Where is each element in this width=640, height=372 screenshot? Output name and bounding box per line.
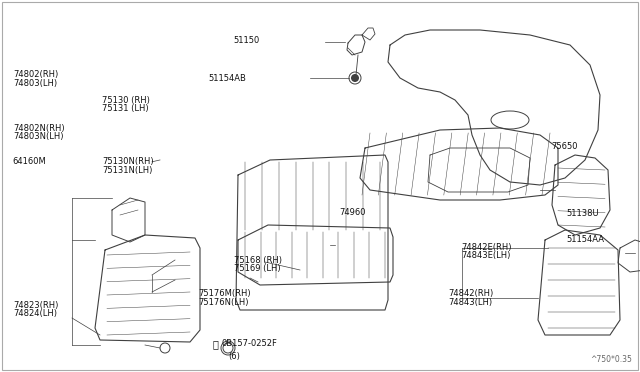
Text: (6): (6) (228, 352, 240, 360)
Text: 64160M: 64160M (13, 157, 47, 166)
Text: Ⓢ: Ⓢ (213, 339, 219, 349)
Text: 74803(LH): 74803(LH) (13, 79, 57, 88)
Text: 74843E(LH): 74843E(LH) (461, 251, 510, 260)
Text: 74843(LH): 74843(LH) (448, 298, 492, 307)
Text: ^750*0.35: ^750*0.35 (590, 355, 632, 364)
Text: 75169 (LH): 75169 (LH) (234, 264, 280, 273)
Text: 51150: 51150 (233, 36, 259, 45)
Text: 74824(LH): 74824(LH) (13, 309, 57, 318)
Text: 51138U: 51138U (566, 209, 599, 218)
Text: 75168 (RH): 75168 (RH) (234, 256, 282, 265)
Text: 75131 (LH): 75131 (LH) (102, 105, 149, 113)
Text: 75131N(LH): 75131N(LH) (102, 166, 153, 175)
Text: 74802(RH): 74802(RH) (13, 70, 58, 79)
Text: 74802N(RH): 74802N(RH) (13, 124, 65, 133)
Text: 51154AB: 51154AB (209, 74, 246, 83)
Text: 74842E(RH): 74842E(RH) (461, 243, 511, 252)
Text: 75130 (RH): 75130 (RH) (102, 96, 150, 105)
Circle shape (351, 74, 359, 82)
Text: 51154AA: 51154AA (566, 235, 604, 244)
Text: 74960: 74960 (339, 208, 365, 217)
Text: 75176N(LH): 75176N(LH) (198, 298, 249, 307)
Text: 75650: 75650 (552, 142, 578, 151)
Text: 0B157-0252F: 0B157-0252F (221, 340, 277, 349)
Text: 74823(RH): 74823(RH) (13, 301, 58, 310)
Text: 75176M(RH): 75176M(RH) (198, 289, 251, 298)
Text: 74803N(LH): 74803N(LH) (13, 132, 63, 141)
Text: 74842(RH): 74842(RH) (448, 289, 493, 298)
Text: 75130N(RH): 75130N(RH) (102, 157, 154, 166)
